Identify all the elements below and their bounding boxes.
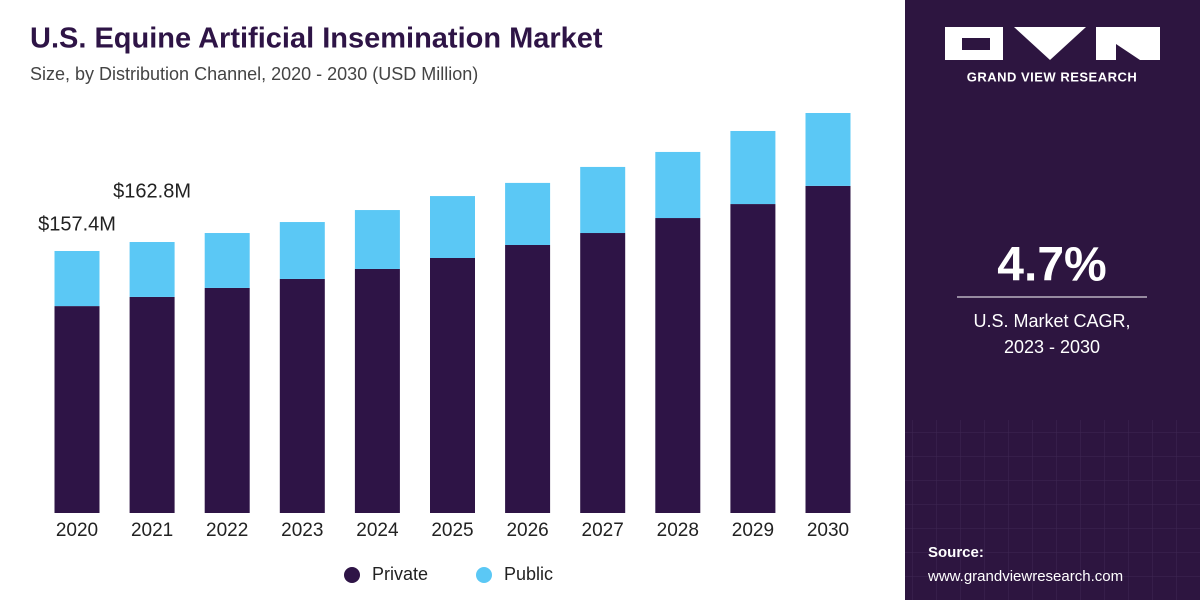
bar-segment [354,268,400,513]
bar-segment [505,182,551,246]
cagr-value: 4.7% [997,239,1106,292]
bar-segment [730,204,776,513]
chart-title: U.S. Equine Artificial Insemination Mark… [30,23,603,55]
legend-label: Public [504,564,553,584]
total-label: $157.4M [38,213,116,235]
sidebar-texture [905,420,1200,600]
bar-segment [204,233,250,288]
bar-segment [54,306,100,513]
x-tick-label: 2021 [131,520,173,541]
bar-segment [655,218,701,513]
legend-label: Private [372,564,428,584]
brand-name: GRAND VIEW RESEARCH [967,69,1138,84]
x-tick-label: 2030 [807,520,849,541]
legend-marker [476,567,492,583]
x-tick-label: 2025 [431,520,473,541]
bar-segment [204,287,250,513]
x-tick-label: 2029 [732,520,774,541]
x-tick-label: 2022 [206,520,248,541]
x-tick-label: 2027 [582,520,624,541]
logo [945,27,1160,60]
x-tick-label: 2028 [657,520,699,541]
cagr-period: 2023 - 2030 [1004,337,1100,357]
bar-segment [805,113,851,186]
bar-segment [54,250,100,307]
source-url: www.grandviewresearch.com [927,568,1123,585]
bar-segment [655,151,701,219]
x-tick-label: 2026 [506,520,548,541]
chart-subtitle: Size, by Distribution Channel, 2020 - 20… [30,64,478,84]
x-tick-label: 2024 [356,520,399,541]
bar-segment [354,210,400,269]
bar-segment [580,166,626,234]
bar-segment [279,278,325,513]
bar-segment [805,185,851,513]
bar-segment [430,196,475,258]
bar-segment [730,130,776,205]
legend-marker [344,567,360,583]
bar-segment [129,296,175,513]
cagr-label: U.S. Market CAGR, [973,311,1130,331]
bar-segment [430,257,475,513]
x-tick-label: 2023 [281,520,323,541]
total-label: $162.8M [113,180,191,202]
source-label: Source: [928,544,984,561]
bar-segment [129,242,175,297]
bar-segment [279,222,325,279]
x-tick-label: 2020 [56,520,98,541]
bar-segment [580,233,626,513]
bar-segment [505,245,551,514]
